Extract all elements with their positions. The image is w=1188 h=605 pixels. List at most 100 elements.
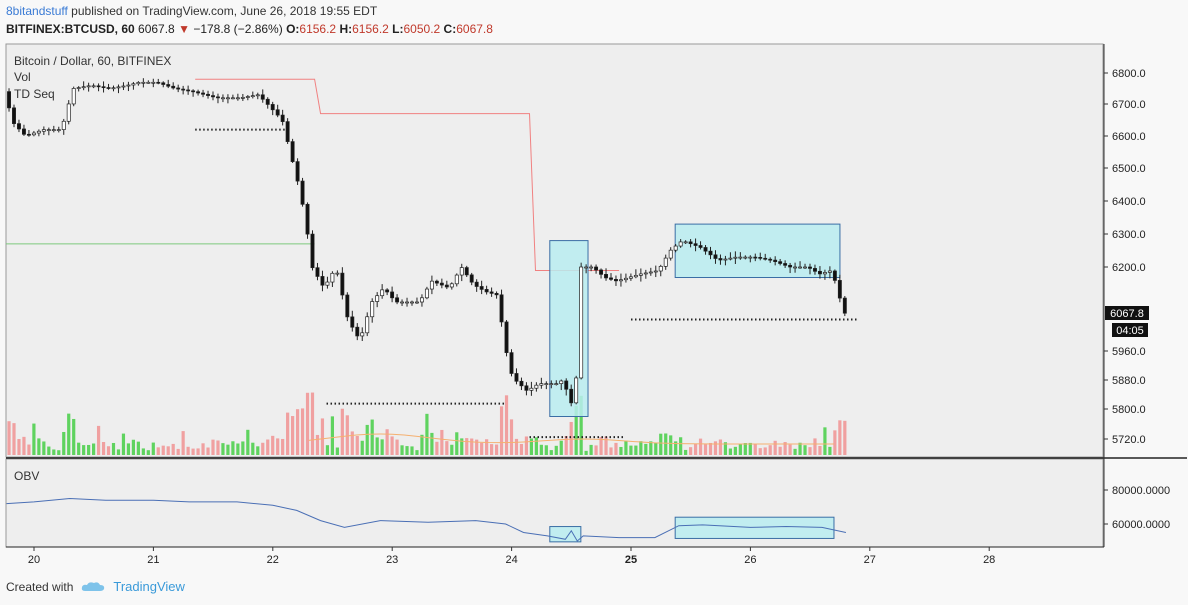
volume-bar-down bbox=[281, 438, 285, 455]
candle-down bbox=[216, 96, 220, 99]
volume-bar-down bbox=[161, 445, 165, 455]
volume-bar-down bbox=[101, 441, 106, 455]
volume-bar-up bbox=[559, 440, 563, 455]
vol-label[interactable]: Vol bbox=[14, 70, 31, 84]
price-tick-label: 6600.0 bbox=[1112, 131, 1146, 143]
candle-up bbox=[429, 280, 434, 290]
candle-up bbox=[410, 301, 414, 304]
volume-bar-down bbox=[191, 448, 195, 455]
candle-up bbox=[728, 257, 733, 260]
volume-bar-up bbox=[126, 443, 131, 455]
candle-up bbox=[136, 82, 141, 85]
obv-tick-label: 80000.0000 bbox=[1112, 485, 1170, 497]
price-tick-label: 6800.0 bbox=[1112, 68, 1146, 80]
volume-bar-down bbox=[395, 439, 399, 455]
candle-down bbox=[564, 380, 569, 390]
price-tick-label: 5960.0 bbox=[1112, 346, 1146, 358]
candle-up bbox=[738, 256, 743, 259]
candle-down bbox=[17, 123, 21, 130]
volume-bar-down bbox=[266, 439, 270, 455]
candle-up bbox=[643, 272, 648, 275]
volume-bar-down bbox=[778, 446, 782, 455]
volume-bar-down bbox=[216, 440, 220, 455]
candle-down bbox=[818, 270, 822, 275]
candle-down bbox=[599, 269, 604, 275]
volume-bar-down bbox=[693, 443, 698, 455]
candle-up bbox=[748, 256, 753, 259]
candle-down bbox=[101, 86, 106, 89]
volume-bar-down bbox=[718, 439, 723, 455]
volume-bar-down bbox=[599, 437, 603, 455]
obv-label[interactable]: OBV bbox=[14, 469, 40, 483]
volume-bar-up bbox=[410, 446, 414, 455]
candle-down bbox=[176, 87, 181, 90]
td-seq-label[interactable]: TD Seq bbox=[14, 87, 55, 101]
candle-up bbox=[51, 129, 56, 131]
author-link[interactable]: 8bitandstuff bbox=[6, 4, 68, 18]
volume-bar-up bbox=[624, 440, 628, 455]
candle-down bbox=[166, 84, 171, 87]
candle-down bbox=[270, 104, 275, 111]
candle-up bbox=[56, 129, 61, 131]
volume-bar-up bbox=[649, 441, 653, 455]
volume-bar-down bbox=[524, 436, 529, 455]
tradingview-cloud-icon bbox=[82, 581, 105, 591]
volume-bar-down bbox=[514, 438, 519, 455]
volume-bar-up bbox=[146, 450, 150, 455]
candle-down bbox=[569, 388, 574, 404]
volume-bar-down bbox=[345, 415, 349, 455]
candle-up bbox=[424, 288, 429, 299]
candle-down bbox=[489, 291, 494, 294]
candle-down bbox=[315, 267, 320, 277]
candle-down bbox=[609, 277, 613, 280]
candle-up bbox=[61, 120, 66, 130]
candle-down bbox=[22, 128, 26, 135]
volume-bar-down bbox=[355, 436, 359, 455]
candle-down bbox=[444, 284, 449, 288]
volume-bar-down bbox=[196, 448, 200, 455]
candle-up bbox=[230, 97, 235, 100]
candle-down bbox=[594, 266, 599, 271]
volume-bar-up bbox=[430, 432, 434, 455]
candle-down bbox=[280, 114, 285, 122]
close-value: 6067.8 bbox=[456, 22, 493, 36]
volume-bar-down bbox=[181, 431, 185, 455]
volume-bar-up bbox=[455, 432, 459, 455]
candle-down bbox=[390, 291, 395, 299]
candle-up bbox=[733, 256, 738, 259]
candle-down bbox=[688, 241, 693, 245]
candle-down bbox=[106, 87, 111, 89]
volume-bar-down bbox=[291, 416, 295, 455]
price-tick-label: 5800.0 bbox=[1112, 404, 1146, 416]
candle-up bbox=[559, 380, 564, 384]
candle-up bbox=[803, 266, 807, 269]
created-with-text: Created with bbox=[6, 579, 74, 594]
candle-up bbox=[743, 256, 748, 259]
volume-bar-down bbox=[310, 392, 315, 455]
tradingview-link[interactable]: TradingView bbox=[113, 579, 185, 594]
candle-up bbox=[91, 85, 96, 88]
volume-bar-down bbox=[27, 444, 31, 455]
volume-bar-down bbox=[171, 443, 175, 455]
candle-down bbox=[693, 243, 698, 246]
volume-bar-down bbox=[17, 438, 21, 455]
volume-bar-up bbox=[37, 438, 41, 455]
candle-down bbox=[768, 258, 773, 261]
volume-bar-down bbox=[12, 423, 16, 455]
volume-bar-up bbox=[256, 446, 260, 455]
volume-bar-up bbox=[664, 433, 668, 455]
price-tick-label: 6200.0 bbox=[1112, 262, 1146, 274]
close-label: C: bbox=[443, 22, 457, 36]
volume-bar-up bbox=[544, 445, 548, 455]
volume-bar-up bbox=[669, 435, 673, 455]
candle-up bbox=[454, 274, 459, 285]
candle-down bbox=[813, 268, 817, 272]
volume-bar-up bbox=[589, 444, 593, 455]
candle-up bbox=[678, 241, 683, 247]
candle-down bbox=[395, 297, 400, 303]
candle-down bbox=[604, 274, 608, 279]
volume-bar-down bbox=[564, 436, 568, 455]
candle-up bbox=[255, 94, 260, 97]
volume-bar-down bbox=[698, 438, 703, 455]
